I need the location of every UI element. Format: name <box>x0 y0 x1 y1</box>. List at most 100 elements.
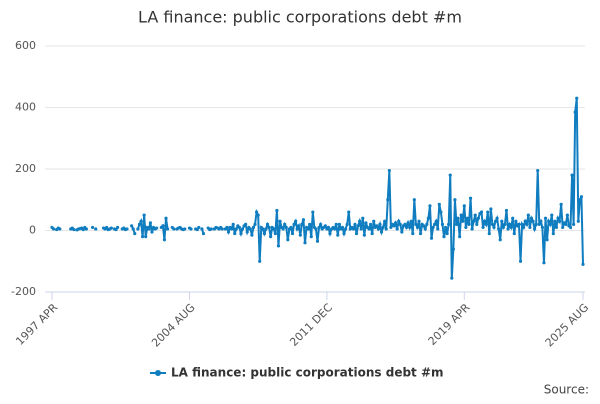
point <box>393 221 398 225</box>
point <box>300 222 304 226</box>
point <box>570 173 574 177</box>
point <box>554 225 559 230</box>
point <box>267 225 271 230</box>
point <box>518 259 523 263</box>
point <box>492 225 496 230</box>
point <box>328 231 332 236</box>
point <box>248 227 252 231</box>
point <box>465 216 470 220</box>
point <box>501 225 505 230</box>
point <box>303 241 307 245</box>
point <box>284 225 288 230</box>
point <box>578 198 582 202</box>
point <box>334 222 338 226</box>
point <box>433 222 437 226</box>
point <box>51 227 56 231</box>
point <box>557 219 562 223</box>
point <box>345 222 349 226</box>
point <box>311 210 315 214</box>
point <box>148 221 152 225</box>
point <box>58 227 62 231</box>
point <box>251 225 256 230</box>
x-tick-label: 2025 AUG <box>543 301 592 350</box>
point <box>133 231 137 236</box>
point <box>532 227 537 231</box>
point <box>269 235 273 239</box>
point <box>197 225 201 230</box>
point <box>550 213 554 217</box>
legend-marker <box>155 370 161 376</box>
point <box>383 219 387 223</box>
point <box>428 204 432 208</box>
legend-label: LA finance: public corporations debt #m <box>171 366 444 380</box>
point <box>306 227 310 231</box>
point <box>523 219 527 223</box>
y-tick-label: 200 <box>15 162 36 175</box>
point <box>395 227 399 231</box>
point <box>147 227 151 231</box>
point <box>484 222 488 226</box>
point <box>392 224 396 228</box>
point <box>468 196 473 200</box>
point <box>487 231 491 236</box>
point <box>507 222 512 226</box>
point <box>447 222 451 226</box>
point <box>290 231 295 236</box>
point <box>244 222 248 226</box>
point <box>389 225 393 230</box>
point <box>573 110 577 114</box>
point <box>512 231 516 236</box>
point <box>347 210 351 214</box>
point <box>379 230 384 234</box>
point <box>472 219 476 223</box>
point <box>272 227 276 231</box>
point <box>547 219 551 223</box>
point <box>165 227 170 231</box>
point <box>220 227 224 231</box>
point <box>72 227 76 232</box>
point <box>412 198 416 202</box>
point <box>525 222 529 226</box>
point <box>439 210 443 214</box>
point <box>262 231 266 236</box>
point <box>308 222 312 226</box>
point <box>245 230 249 234</box>
point <box>317 225 321 230</box>
point <box>434 219 438 223</box>
point <box>281 227 285 231</box>
point <box>278 219 282 223</box>
point <box>375 224 379 228</box>
point <box>286 238 290 242</box>
point <box>115 225 120 230</box>
point <box>161 224 165 228</box>
point <box>91 225 95 230</box>
point <box>201 231 206 236</box>
point <box>429 236 434 240</box>
y-tick-label: 400 <box>15 101 36 114</box>
y-tick-label: 600 <box>15 39 36 52</box>
point <box>442 235 446 239</box>
point <box>387 168 391 173</box>
point <box>226 230 231 234</box>
point <box>425 222 429 226</box>
point <box>517 222 521 226</box>
point <box>150 230 154 234</box>
point <box>581 262 585 266</box>
point <box>276 244 281 248</box>
point <box>378 222 382 226</box>
point <box>561 225 565 230</box>
point <box>450 276 454 280</box>
point <box>273 231 277 236</box>
point <box>225 225 229 230</box>
point <box>384 227 388 231</box>
point <box>426 216 430 220</box>
point <box>568 225 573 230</box>
point <box>254 210 259 214</box>
point <box>504 208 509 213</box>
line <box>51 98 584 279</box>
point <box>84 227 88 231</box>
point <box>337 222 341 226</box>
point <box>295 227 299 231</box>
point <box>528 225 532 230</box>
point <box>358 219 362 223</box>
